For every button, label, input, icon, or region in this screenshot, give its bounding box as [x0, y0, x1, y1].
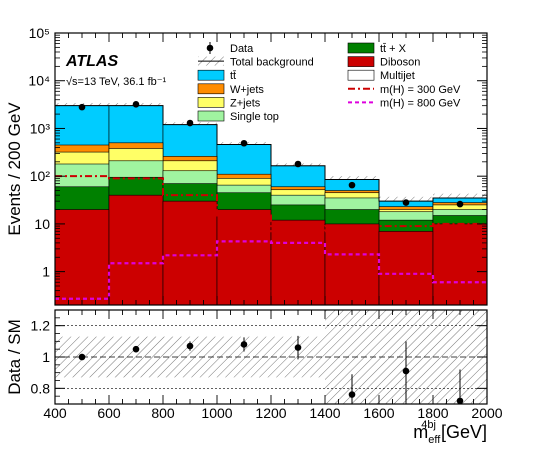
- x-tick-label: 1800: [417, 405, 448, 421]
- x-axis-label-unit: [GeV]: [436, 422, 487, 442]
- x-tick-label: 600: [97, 405, 121, 421]
- ratio-y-axis-label: Data / SM: [5, 319, 24, 395]
- legend-label-ttx: tt̄ + X: [380, 43, 407, 55]
- x-tick-label: 400: [43, 405, 67, 421]
- ratio-point: [402, 367, 410, 375]
- y-tick-label: 1: [42, 264, 50, 280]
- legend-swatch-ttx: [347, 42, 375, 54]
- ratio-panel: 0.8 1 1.2 400 600 800 1000 1200 1400 1600 1800 2000…: [5, 309, 503, 446]
- signal-h300-line: [55, 175, 487, 233]
- legend-label-multijet: Multijet: [380, 70, 415, 82]
- ratio-point: [132, 345, 140, 353]
- ratio-reference-lines: [55, 325, 487, 389]
- y-tick-label: 10⁴: [28, 73, 50, 89]
- legend-swatch-singletop: [197, 110, 225, 122]
- diboson-bar: [432, 223, 488, 306]
- y-tick-label: 10: [34, 216, 50, 232]
- legend-item-singletop: Single top: [197, 110, 279, 123]
- diboson-bar: [216, 209, 272, 306]
- legend-swatch-multijet: [347, 69, 375, 81]
- ratio-point: [294, 344, 302, 351]
- legend-label-singletop: Single top: [230, 111, 279, 123]
- x-tick-label: 2000: [471, 405, 502, 421]
- x-axis-label-sub: eff: [428, 434, 441, 444]
- data-point: [294, 160, 302, 168]
- legend-label-diboson: Diboson: [380, 57, 420, 69]
- y-tick-label: 10³: [30, 120, 51, 136]
- legend-item-zjets: Z+jets: [197, 97, 261, 109]
- x-axis-label-main: m: [413, 422, 428, 442]
- ratio-point: [240, 341, 248, 348]
- data-point: [240, 139, 248, 147]
- legend-item-diboson: Diboson: [347, 56, 420, 69]
- x-tick-label: 1400: [309, 405, 340, 421]
- data-point: [186, 119, 194, 127]
- diboson-bar: [108, 194, 164, 306]
- legend-item-multijet: Multijet: [347, 69, 415, 82]
- legend-swatch-zjets: [197, 97, 225, 108]
- legend-swatch-wjets: [197, 83, 225, 95]
- ratio-point: [78, 353, 86, 361]
- x-axis-label-sup: 4bj: [421, 419, 436, 431]
- multijet-outline: [55, 105, 487, 202]
- main-ticks: 1 10 10² 10³ 10⁴ 10⁵: [28, 25, 488, 306]
- y-tick-label: 10⁵: [29, 25, 50, 41]
- atlas-label: ATLAS: [65, 53, 118, 70]
- x-tick-label: 1200: [255, 405, 286, 421]
- legend-label-total: Total background: [230, 57, 314, 69]
- x-tick-label: 1000: [201, 405, 232, 421]
- ratio-y-tick-label: 1.2: [31, 318, 51, 334]
- x-tick-label: 800: [151, 405, 175, 421]
- legend-item-data: Data: [206, 42, 254, 55]
- background-stack: [54, 105, 488, 306]
- x-tick-label: 1600: [363, 405, 394, 421]
- main-y-axis-label: Events / 200 GeV: [5, 102, 24, 236]
- data-point: [132, 101, 140, 108]
- data-point: [456, 200, 464, 208]
- legend-label-h800: m(H) = 800 GeV: [380, 97, 461, 109]
- y-tick-label: 10²: [30, 168, 51, 184]
- legend-item-ttbar: tt̄: [197, 69, 236, 82]
- ratio-ticks: 0.8 1 1.2 400 600 800 1000 1200 1400 1600 1800 2000: [31, 310, 503, 421]
- signal-h800-line: [55, 240, 487, 300]
- legend-label-wjets: W+jets: [230, 84, 264, 96]
- diboson-bar: [270, 219, 326, 306]
- legend-item-total: Total background: [198, 56, 314, 69]
- data-points: [78, 101, 464, 208]
- ratio-point: [186, 342, 194, 350]
- ratio-points: [78, 335, 464, 405]
- data-point: [348, 181, 356, 189]
- data-point: [78, 103, 86, 111]
- legend-item-h800: m(H) = 800 GeV: [348, 97, 461, 109]
- main-panel: 1 10 10² 10³ 10⁴ 10⁵ Events / 200 GeV ATLAS √…: [5, 25, 488, 306]
- legend-label-h300: m(H) = 300 GeV: [380, 84, 461, 96]
- diboson-bar: [162, 200, 218, 306]
- legend-item-ttx: tt̄ + X: [347, 42, 407, 55]
- diboson-bar: [378, 231, 434, 306]
- legend-item-h300: m(H) = 300 GeV: [348, 84, 461, 96]
- data-point: [402, 199, 410, 206]
- energy-lumi-label: √s=13 TeV, 36.1 fb⁻¹: [66, 76, 167, 88]
- x-axis-label: meff 4bj [GeV]: [413, 419, 487, 444]
- total-background-line: [55, 105, 487, 202]
- legend-label-ttbar: tt̄: [230, 70, 236, 82]
- legend-swatch-diboson: [347, 56, 375, 67]
- signal-lines: [55, 175, 487, 300]
- diboson-bar: [324, 223, 380, 306]
- ratio-y-tick-label: 0.8: [31, 380, 51, 396]
- legend-label-data: Data: [230, 43, 254, 55]
- legend-swatch-ttbar: [197, 69, 225, 81]
- legend-label-zjets: Z+jets: [230, 97, 261, 109]
- ratio-y-tick-label: 1: [42, 349, 50, 365]
- ratio-point: [348, 391, 356, 398]
- legend-item-wjets: W+jets: [197, 83, 264, 96]
